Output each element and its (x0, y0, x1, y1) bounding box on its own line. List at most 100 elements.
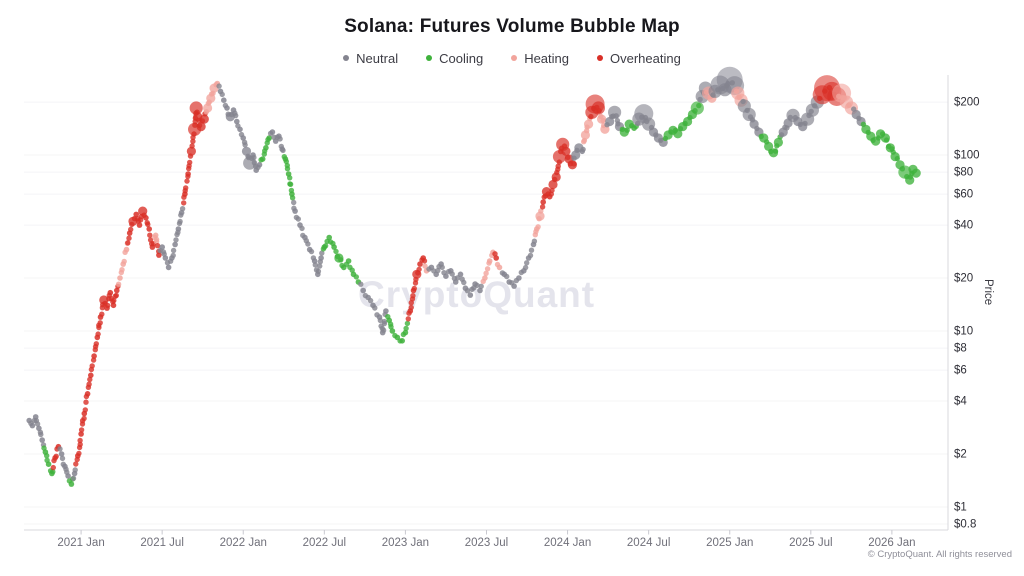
bubble (113, 292, 120, 299)
bubble (237, 126, 243, 133)
y-tick-label: $4 (954, 396, 967, 408)
bubble (287, 181, 294, 187)
bubble (894, 155, 900, 162)
bubble (478, 283, 484, 289)
bubble (219, 91, 225, 98)
bubble (317, 263, 323, 269)
x-tick-label: 2021 Jul (140, 537, 183, 549)
bubble (175, 226, 182, 232)
bubble (58, 451, 65, 457)
bubble (291, 199, 297, 206)
bubble (266, 135, 273, 141)
bubble (531, 238, 538, 244)
bubble (315, 268, 322, 274)
bubble (86, 381, 92, 387)
bubble (234, 118, 240, 125)
bubble (70, 475, 77, 481)
bubble (123, 246, 130, 253)
bubble (99, 311, 105, 317)
bubble (439, 264, 445, 270)
bubble (185, 171, 191, 177)
bubble (76, 450, 82, 457)
bubble (156, 252, 162, 258)
bubble (277, 136, 283, 142)
bubble (159, 244, 165, 250)
bubble (177, 218, 183, 225)
bubble (72, 467, 78, 473)
legend-item-neutral[interactable]: Neutral (343, 51, 398, 66)
y-tick-label: $0.8 (954, 519, 976, 531)
bubble (360, 287, 367, 294)
bubble (381, 318, 388, 325)
bubble (551, 172, 561, 182)
bubble (452, 279, 459, 285)
x-tick-label: 2024 Jan (544, 537, 591, 549)
y-tick-label: $100 (954, 150, 980, 162)
bubble (181, 200, 187, 206)
bubble (145, 221, 151, 228)
y-tick-label: $1 (954, 501, 967, 513)
legend-label: Overheating (610, 50, 681, 66)
bubble (399, 338, 406, 344)
y-tick-label: $2 (954, 449, 967, 461)
bubble (522, 264, 529, 271)
bubble (482, 275, 488, 281)
bubble (39, 437, 45, 443)
bubble (146, 226, 152, 232)
bubble (269, 129, 276, 135)
bubble (584, 119, 594, 129)
bubble (183, 185, 189, 191)
bubble (405, 316, 411, 322)
bubble (44, 453, 50, 459)
bubble (600, 117, 606, 124)
bubble (289, 195, 296, 201)
bubble (417, 261, 423, 267)
bubble (624, 127, 630, 133)
x-tick-label: 2024 Jul (627, 537, 670, 549)
bubble (170, 252, 176, 259)
x-tick-label: 2025 Jul (789, 537, 832, 549)
legend-item-overheating[interactable]: Overheating (597, 51, 681, 66)
bubble (284, 166, 291, 172)
x-tick-label: 2023 Jul (465, 537, 508, 549)
bubble (535, 224, 541, 230)
y-tick-label: $80 (954, 167, 973, 179)
legend-item-heating[interactable]: Heating (511, 51, 569, 66)
y-tick-label: $20 (954, 273, 973, 285)
bubble (216, 83, 222, 89)
cooling-dot-icon (426, 55, 433, 61)
bubble (524, 260, 530, 266)
bubble (389, 328, 396, 334)
bubble (421, 258, 428, 264)
bubble (38, 431, 44, 438)
x-tick-label: 2026 Jan (868, 537, 915, 549)
bubble (50, 469, 56, 475)
bubble (443, 273, 449, 280)
legend-item-cooling[interactable]: Cooling (426, 51, 483, 66)
bubble (388, 324, 394, 330)
chart-legend: Neutral Cooling Heating Overheating (0, 49, 1024, 67)
bubble (555, 163, 561, 169)
bubble (486, 258, 493, 264)
bubble (540, 199, 546, 205)
bubble (538, 208, 544, 214)
bubble (367, 297, 374, 304)
bubble (319, 250, 325, 256)
bubble (292, 208, 298, 214)
bubble (133, 211, 139, 218)
bubble (299, 225, 305, 232)
bubble (93, 341, 100, 347)
bubble (483, 270, 489, 276)
bubble (772, 148, 779, 154)
y-tick-label: $10 (954, 326, 973, 338)
x-tick-label: 2021 Jan (57, 537, 104, 549)
bubble (535, 211, 545, 221)
bubble (308, 248, 315, 255)
bubble (411, 285, 417, 292)
bubble (29, 422, 36, 429)
y-tick-label: $6 (954, 365, 967, 377)
bubble (484, 266, 491, 272)
x-tick-label: 2025 Jan (706, 537, 753, 549)
bubble (383, 308, 389, 314)
